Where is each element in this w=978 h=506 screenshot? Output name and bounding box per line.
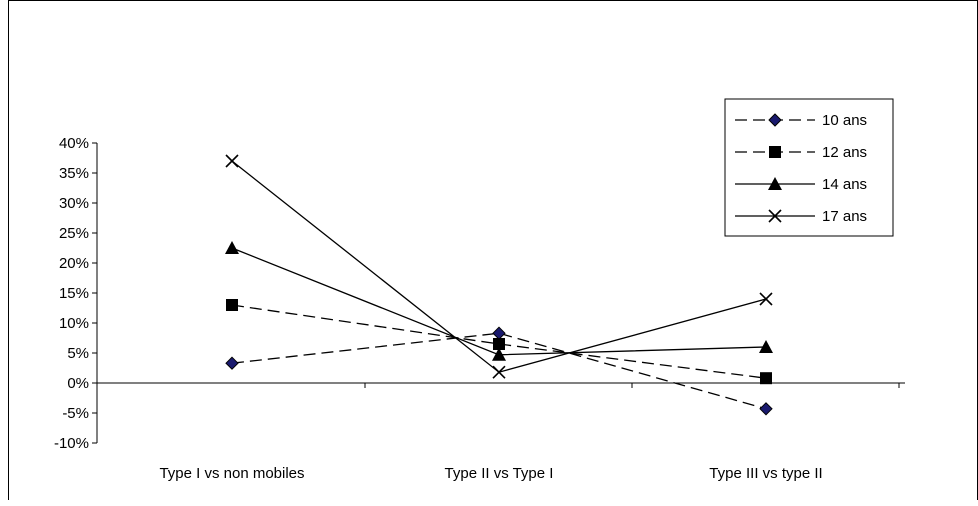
data-point-square [493, 338, 505, 350]
y-tick-label: 35% [59, 165, 89, 182]
legend-item-10-ans: 10 ans [735, 112, 867, 129]
x-category-label: Type II vs Type I [445, 465, 554, 482]
axes: 40% 35% 30% 25% 20% 15% 10% 5% 0% -5% -10% Type I v… [54, 135, 905, 482]
y-tick-label: 10% [59, 315, 89, 332]
y-tick-label: 0% [67, 375, 89, 392]
legend-item-17-ans: 17 ans [735, 208, 867, 225]
data-point-triangle [768, 177, 782, 190]
legend-label: 10 ans [822, 112, 867, 129]
x-category-label: Type III vs type II [709, 465, 822, 482]
data-point-x [492, 365, 506, 379]
y-tick-label: 25% [59, 225, 89, 242]
legend: 10 ans 12 ans 14 ans 17 ans [724, 98, 894, 237]
data-point-triangle [759, 340, 773, 353]
y-tick-label: 5% [67, 345, 89, 362]
data-point-diamond [492, 326, 506, 340]
y-tick-label: 40% [59, 135, 89, 152]
y-tick-label: -5% [62, 405, 89, 422]
legend-item-12-ans: 12 ans [735, 144, 867, 161]
y-tick-label: 15% [59, 285, 89, 302]
series-line-10-ans [231, 332, 767, 410]
x-category-label: Type I vs non mobiles [159, 465, 304, 482]
data-point-square [226, 299, 238, 311]
data-point-square [760, 372, 772, 385]
line-chart: 40% 35% 30% 25% 20% 15% 10% 5% 0% -5% -10% Type I v… [54, 98, 905, 482]
legend-label: 14 ans [822, 176, 867, 193]
data-point-diamond [759, 402, 773, 416]
data-point-diamond [225, 356, 239, 370]
data-point-x [768, 209, 782, 223]
data-point-diamond [768, 113, 782, 127]
y-tick-label: -10% [54, 435, 89, 452]
series-markers [225, 154, 773, 416]
legend-item-14-ans: 14 ans [735, 176, 867, 193]
data-point-x [759, 292, 773, 306]
legend-box [724, 98, 894, 237]
data-point-x [225, 154, 239, 168]
data-point-triangle [225, 241, 239, 254]
y-tick-label: 30% [59, 195, 89, 212]
legend-label: 17 ans [822, 208, 867, 225]
data-point-triangle [492, 347, 506, 361]
data-point-square [769, 146, 781, 158]
chart-frame: 40% 35% 30% 25% 20% 15% 10% 5% 0% -5% -10% Type I v… [8, 0, 978, 500]
legend-label: 12 ans [822, 144, 867, 161]
y-tick-label: 20% [59, 255, 89, 272]
